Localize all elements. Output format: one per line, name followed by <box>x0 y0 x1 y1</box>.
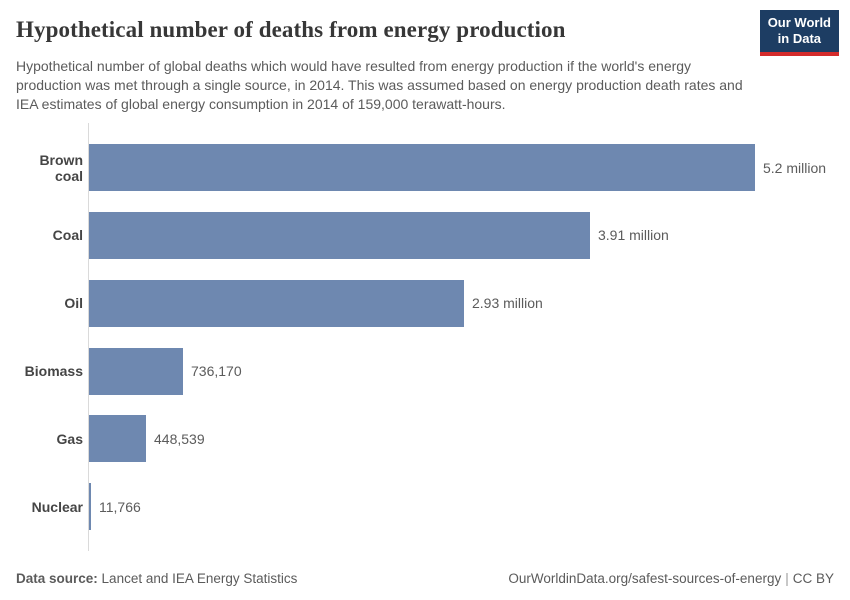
category-label: Nuclear <box>31 498 83 515</box>
category-label: Brown coal <box>39 151 83 184</box>
owid-url-link[interactable]: OurWorldinData.org/safest-sources-of-ene… <box>508 570 782 586</box>
data-source-label: Data source: <box>16 570 98 586</box>
bar-nuclear[interactable] <box>89 483 91 531</box>
bar-oil[interactable] <box>89 279 464 327</box>
bar-track: 3.91 million <box>89 202 834 270</box>
bar-brown-coal[interactable] <box>89 144 755 192</box>
value-label: 448,539 <box>154 430 205 447</box>
chart-subtitle: Hypothetical number of global deaths whi… <box>16 57 743 113</box>
value-label: 2.93 million <box>472 295 543 312</box>
bar-coal[interactable] <box>89 211 590 259</box>
chart-row: Brown coal 5.2 million <box>16 134 834 202</box>
footer-separator: | <box>785 570 789 586</box>
category-label: Oil <box>64 295 83 312</box>
owid-logo-line1: Our World <box>767 15 831 30</box>
license-label[interactable]: CC BY <box>792 570 834 586</box>
chart-row: Gas 448,539 <box>16 405 834 473</box>
bar-chart: Brown coal 5.2 million Coal 3.91 million Oil… <box>16 122 834 551</box>
category-label: Coal <box>52 227 83 244</box>
chart-row: Nuclear 11,766 <box>16 473 834 541</box>
chart-row: Biomass 736,170 <box>16 337 834 405</box>
value-label: 3.91 million <box>598 227 669 244</box>
bar-track: 736,170 <box>89 337 834 405</box>
data-source: Data source: Lancet and IEA Energy Stati… <box>16 571 297 586</box>
chart-row: Coal 3.91 million <box>16 202 834 270</box>
bar-track: 448,539 <box>89 405 834 473</box>
bar-gas[interactable] <box>89 415 146 463</box>
owid-logo[interactable]: Our World in Data <box>759 10 839 56</box>
bar-track: 5.2 million <box>89 134 834 202</box>
bar-track: 2.93 million <box>89 269 834 337</box>
chart-footer: Data source: Lancet and IEA Energy Stati… <box>16 571 834 586</box>
category-label: Gas <box>56 430 83 447</box>
value-label: 11,766 <box>99 498 141 515</box>
y-axis-line <box>88 122 89 551</box>
owid-logo-line2: in Data <box>777 31 822 46</box>
bar-biomass[interactable] <box>89 347 183 395</box>
chart-row: Oil 2.93 million <box>16 269 834 337</box>
value-label: 736,170 <box>191 363 242 380</box>
value-label: 5.2 million <box>763 159 827 176</box>
page-title: Hypothetical number of deaths from energ… <box>16 17 566 42</box>
category-label: Biomass <box>24 363 83 380</box>
bar-track: 11,766 <box>89 473 834 541</box>
attribution: OurWorldinData.org/safest-sources-of-ene… <box>508 571 834 586</box>
data-source-value: Lancet and IEA Energy Statistics <box>101 570 298 586</box>
